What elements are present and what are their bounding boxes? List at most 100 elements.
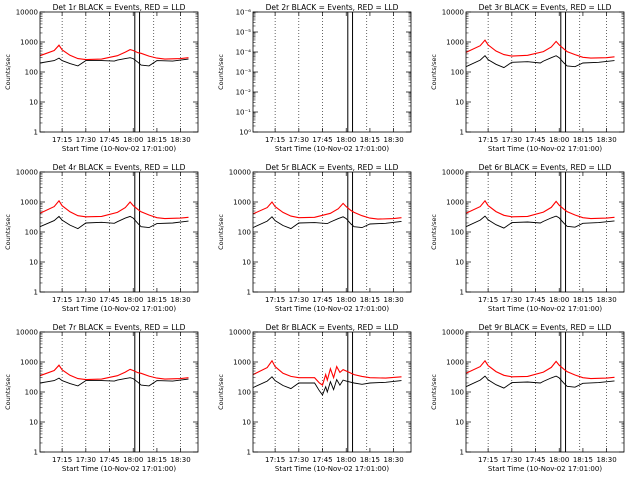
- y-tick-label: 100: [25, 389, 38, 397]
- x-tick-label: 17:30: [76, 296, 96, 304]
- x-tick-label: 17:15: [265, 296, 285, 304]
- detector-panel-3: Det 3r BLACK = Events, RED = LLD 1 10 100 10…: [430, 3, 625, 153]
- plot-frame: [252, 331, 412, 453]
- y-tick-label: 10⁻⁴: [236, 49, 252, 57]
- y-tick-label: 10: [29, 259, 38, 267]
- y-tick-label: 10000: [442, 9, 464, 17]
- y-tick-label: 10000: [229, 329, 251, 337]
- series-lld: [39, 44, 189, 61]
- y-tick-label: 100: [451, 389, 464, 397]
- series-events: [252, 216, 402, 230]
- x-tick-label: 18:00: [336, 136, 356, 144]
- x-tick-label: 18:00: [549, 136, 569, 144]
- y-tick-label: 100: [25, 229, 38, 237]
- x-tick-label: 18:30: [597, 296, 617, 304]
- plot-frame: [252, 11, 412, 133]
- y-tick-label: 1000: [446, 199, 464, 207]
- y-tick-label: 10: [29, 419, 38, 427]
- y-tick-label: 10⁻⁵: [236, 29, 252, 37]
- y-tick-label: 1: [460, 449, 464, 457]
- panel-title: Det 8r BLACK = Events, RED = LLD: [266, 323, 399, 332]
- x-tick-label: 17:45: [525, 456, 545, 464]
- y-tick-label: 1: [34, 289, 38, 297]
- x-axis-label: Start Time (10-Nov-02 17:01:00): [62, 465, 176, 473]
- y-tick-label: 10000: [229, 169, 251, 177]
- x-tick-label: 17:15: [478, 456, 498, 464]
- y-tick-label: 10000: [16, 9, 38, 17]
- series-lld: [252, 201, 402, 220]
- plot-frame: [465, 11, 625, 133]
- y-tick-label: 1000: [20, 199, 38, 207]
- x-tick-label: 17:45: [99, 456, 119, 464]
- x-tick-label: 18:30: [171, 296, 191, 304]
- x-tick-label: 18:15: [573, 296, 593, 304]
- x-tick-label: 18:00: [123, 296, 143, 304]
- y-tick-label: 1000: [233, 359, 251, 367]
- x-tick-label: 17:15: [52, 456, 72, 464]
- plot-frame: [39, 331, 199, 453]
- y-tick-label: 10000: [16, 329, 38, 337]
- panel-title: Det 5r BLACK = Events, RED = LLD: [266, 163, 399, 172]
- detector-panel-8: Det 8r BLACK = Events, RED = LLD 1 10 100 10…: [217, 323, 412, 473]
- x-tick-label: 18:00: [549, 456, 569, 464]
- series-lld: [252, 359, 402, 386]
- x-tick-label: 18:30: [171, 136, 191, 144]
- y-tick-label: 100: [451, 229, 464, 237]
- series-lld: [39, 199, 189, 220]
- y-tick-label: 10: [29, 99, 38, 107]
- series-lld: [39, 364, 189, 381]
- x-tick-label: 18:15: [573, 456, 593, 464]
- x-axis-label: Start Time (10-Nov-02 17:01:00): [488, 305, 602, 313]
- x-tick-label: 18:15: [360, 296, 380, 304]
- x-tick-label: 17:45: [99, 296, 119, 304]
- x-tick-label: 17:30: [289, 456, 309, 464]
- x-tick-label: 17:30: [502, 296, 522, 304]
- x-tick-label: 17:45: [525, 296, 545, 304]
- y-axis-label: Counts/sec: [4, 374, 12, 410]
- x-axis-label: Start Time (10-Nov-02 17:01:00): [488, 465, 602, 473]
- series-events: [465, 375, 615, 389]
- x-tick-label: 18:30: [384, 296, 404, 304]
- x-tick-label: 17:45: [312, 296, 332, 304]
- y-tick-label: 100: [238, 229, 251, 237]
- x-tick-label: 17:45: [525, 136, 545, 144]
- detector-panel-1: Det 1r BLACK = Events, RED = LLD 1 10 100 10…: [4, 3, 199, 153]
- x-tick-label: 17:15: [52, 136, 72, 144]
- y-tick-label: 1000: [233, 199, 251, 207]
- series-lld: [465, 39, 615, 59]
- y-axis-label: Counts/sec: [430, 214, 438, 250]
- x-tick-label: 17:30: [502, 456, 522, 464]
- x-tick-label: 18:00: [123, 136, 143, 144]
- x-tick-label: 18:15: [360, 136, 380, 144]
- y-tick-label: 10: [242, 259, 251, 267]
- plot-frame: [465, 171, 625, 293]
- x-tick-label: 17:15: [478, 136, 498, 144]
- y-tick-label: 1000: [446, 39, 464, 47]
- y-tick-label: 10⁻¹: [236, 109, 252, 117]
- y-tick-label: 1: [460, 289, 464, 297]
- series-events: [465, 55, 615, 69]
- y-axis-label: Counts/sec: [4, 214, 12, 250]
- y-tick-label: 10⁻²: [236, 89, 252, 97]
- plot-frame: [39, 171, 199, 293]
- y-tick-label: 10000: [442, 169, 464, 177]
- y-tick-label: 1: [34, 449, 38, 457]
- y-tick-label: 100: [238, 389, 251, 397]
- series-lld: [465, 359, 615, 380]
- x-tick-label: 17:15: [265, 456, 285, 464]
- x-tick-label: 18:30: [597, 136, 617, 144]
- x-tick-label: 18:00: [549, 296, 569, 304]
- panel-title: Det 1r BLACK = Events, RED = LLD: [53, 3, 186, 12]
- y-tick-label: 100: [25, 69, 38, 77]
- y-tick-label: 1000: [20, 39, 38, 47]
- y-tick-label: 1: [34, 129, 38, 137]
- x-tick-label: 17:15: [52, 296, 72, 304]
- series-events: [39, 57, 189, 67]
- x-tick-label: 17:45: [99, 136, 119, 144]
- detector-panel-5: Det 5r BLACK = Events, RED = LLD 1 10 100 10…: [217, 163, 412, 313]
- y-tick-label: 10: [242, 419, 251, 427]
- series-events: [39, 215, 189, 230]
- x-axis-label: Start Time (10-Nov-02 17:01:00): [275, 305, 389, 313]
- x-tick-label: 18:15: [147, 136, 167, 144]
